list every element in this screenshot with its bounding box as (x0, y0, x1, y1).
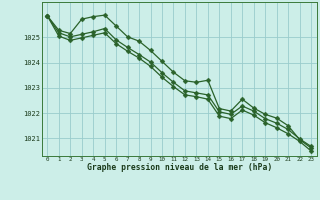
X-axis label: Graphe pression niveau de la mer (hPa): Graphe pression niveau de la mer (hPa) (87, 164, 272, 172)
